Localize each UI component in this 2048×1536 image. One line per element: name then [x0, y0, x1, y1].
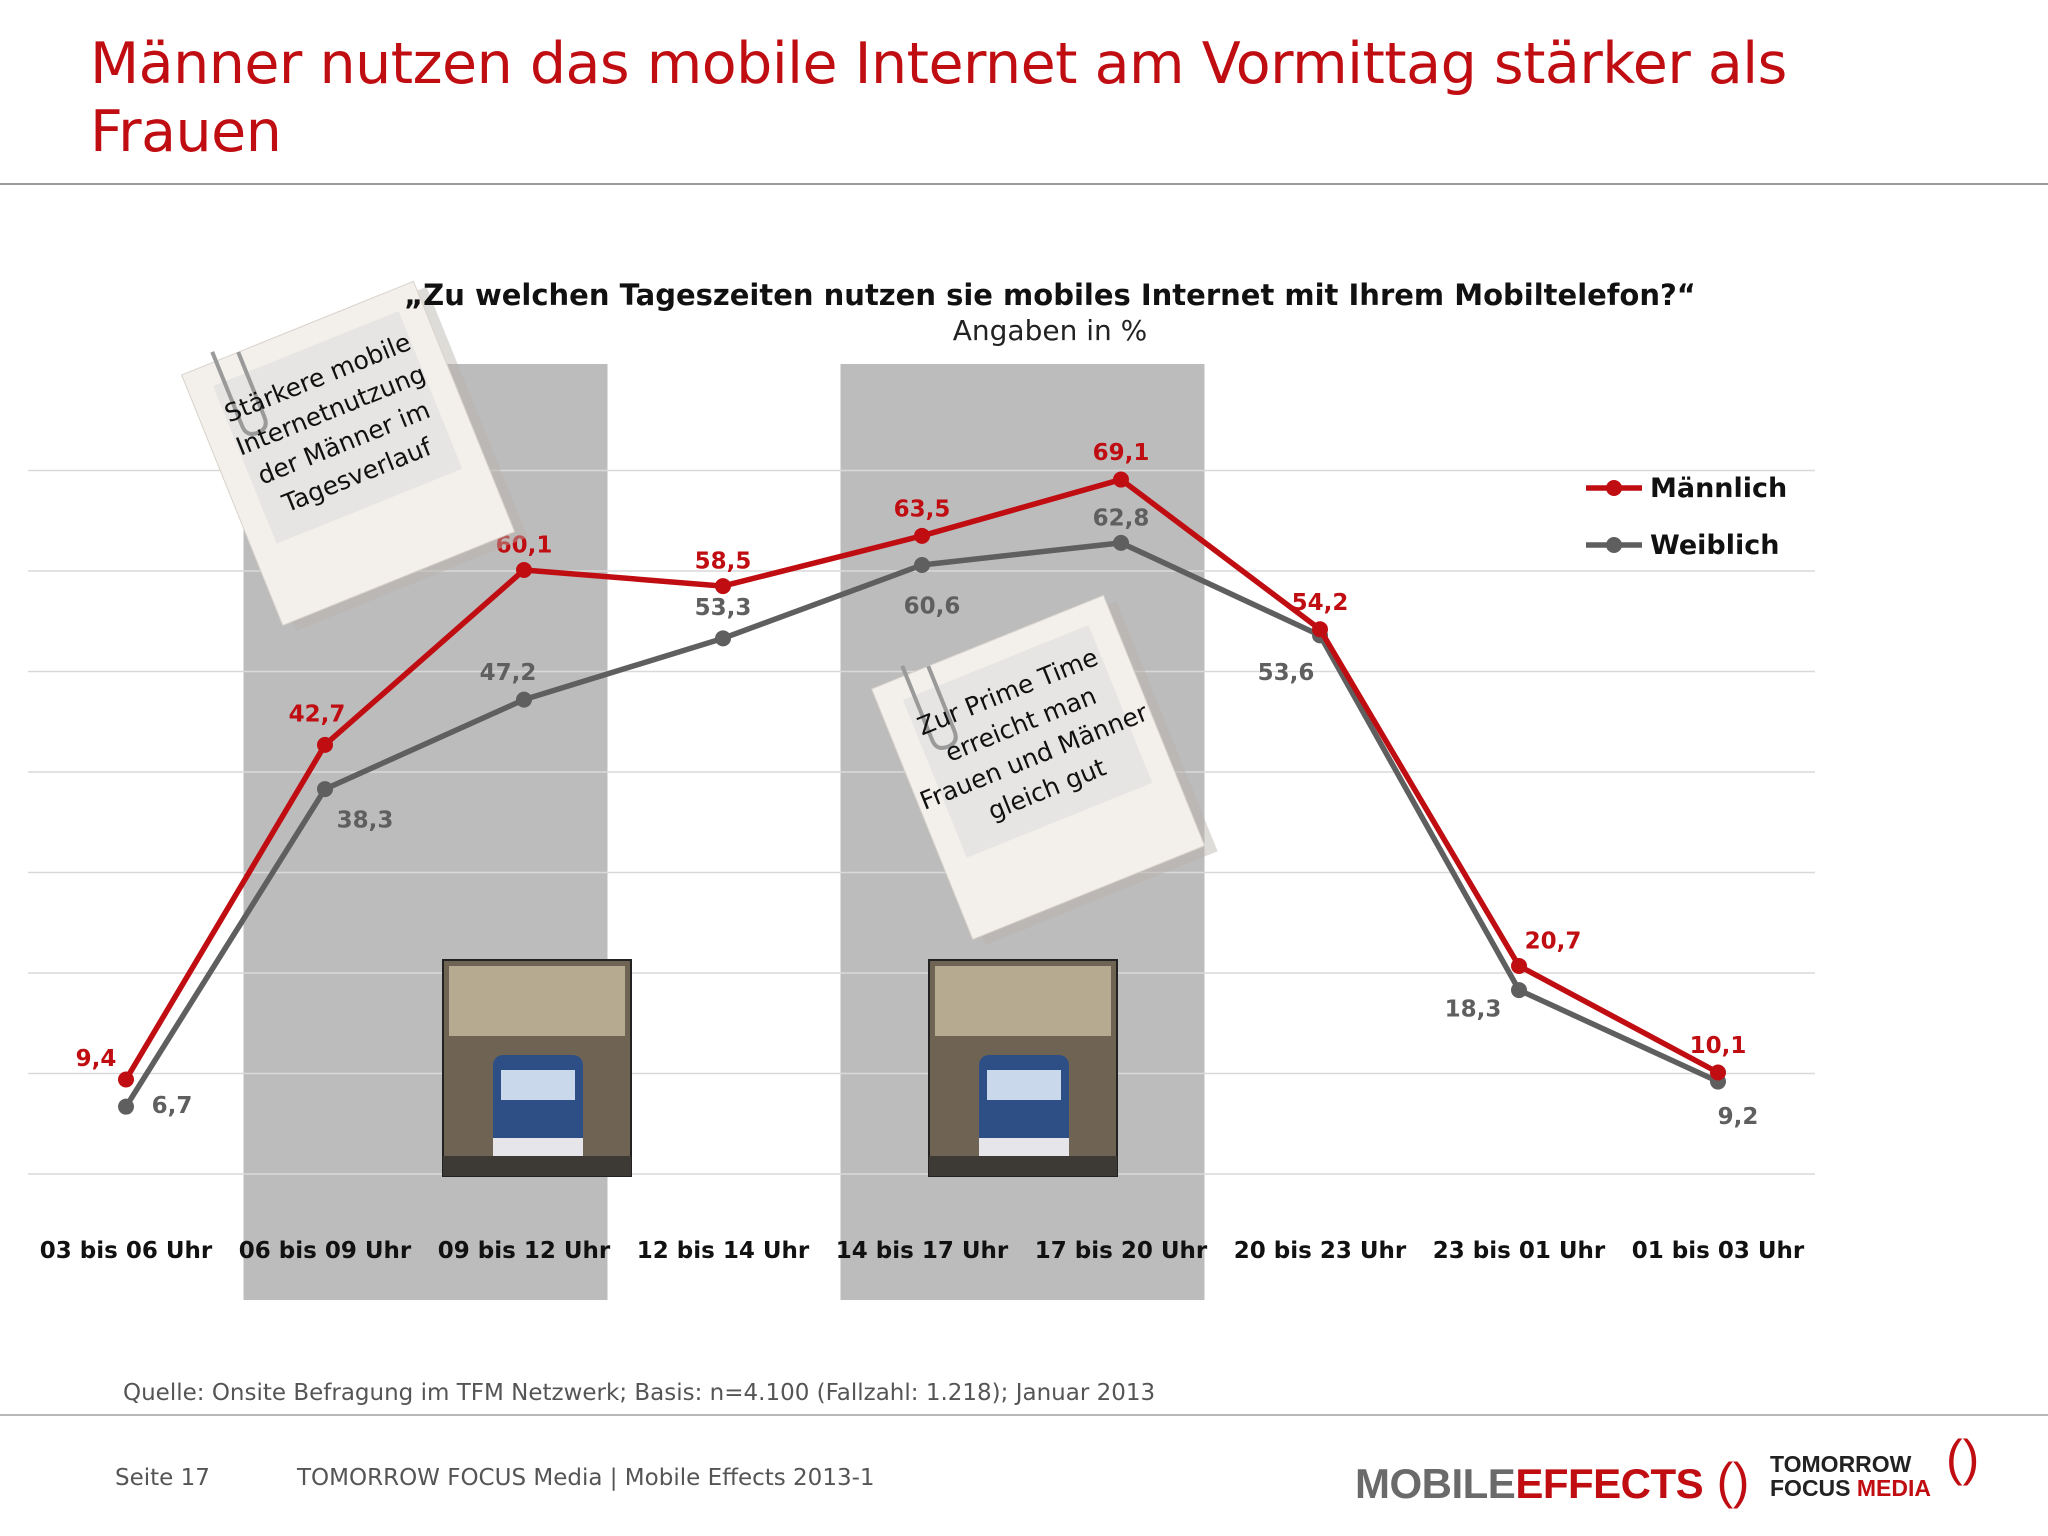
data-label: 69,1 — [1093, 440, 1150, 466]
logo-tfm-media: MEDIA — [1856, 1475, 1932, 1501]
note-window — [903, 625, 1153, 858]
data-point — [516, 691, 532, 708]
photo-tram-stripe — [979, 1138, 1069, 1156]
x-tick-label: 14 bis 17 Uhr — [836, 1238, 1009, 1264]
logo-part-mobile: MOBILE — [1355, 1460, 1516, 1507]
data-point — [1511, 957, 1527, 974]
photo-tram-window — [501, 1070, 575, 1100]
page-number: Seite 17 — [115, 1465, 210, 1491]
paperclip-icon — [900, 665, 958, 750]
data-point — [516, 561, 532, 578]
data-point — [914, 527, 930, 544]
data-label: 42,7 — [289, 701, 346, 727]
page-title: Männer nutzen das mobile Internet am Vor… — [90, 31, 1787, 165]
data-label: 20,7 — [1525, 928, 1582, 954]
tram-photo — [928, 959, 1118, 1177]
photo-buildings — [935, 966, 1111, 1036]
data-label: 60,1 — [496, 532, 553, 558]
logo-tfm-focus: FOCUS — [1770, 1475, 1851, 1501]
data-label: 9,2 — [1718, 1104, 1759, 1130]
data-label: 38,3 — [337, 808, 394, 834]
x-tick-label: 09 bis 12 Uhr — [438, 1238, 611, 1264]
x-tick-label: 20 bis 23 Uhr — [1234, 1238, 1407, 1264]
data-point — [1113, 534, 1129, 551]
x-tick-label: 23 bis 01 Uhr — [1433, 1238, 1606, 1264]
logo-bracket-icon: () — [1946, 1430, 1980, 1486]
x-tick-label: 12 bis 14 Uhr — [637, 1238, 810, 1264]
data-point — [715, 630, 731, 647]
x-tick-label: 03 bis 06 Uhr — [40, 1238, 213, 1264]
chart-title: „Zu welchen Tageszeiten nutzen sie mobil… — [404, 278, 1696, 312]
photo-street — [929, 1156, 1117, 1176]
data-label: 58,5 — [695, 549, 752, 575]
paperclip-icon — [210, 351, 268, 436]
photo-street — [443, 1156, 631, 1176]
mobile-effects-logo: MOBILEEFFECTS () — [1355, 1452, 1749, 1510]
data-point — [118, 1098, 134, 1115]
data-point — [914, 556, 930, 573]
chart-subtitle: Angaben in % — [952, 314, 1148, 347]
title-divider — [0, 183, 2048, 185]
data-label: 9,4 — [76, 1046, 117, 1072]
data-point — [715, 578, 731, 595]
logo-tfm-line1: TOMORROW — [1770, 1451, 1912, 1477]
legend-marker — [1606, 480, 1622, 496]
data-point — [1710, 1064, 1726, 1081]
legend-marker — [1606, 537, 1622, 553]
data-label: 54,2 — [1292, 590, 1349, 616]
data-label: 6,7 — [152, 1093, 193, 1119]
source-note: Quelle: Onsite Befragung im TFM Netzwerk… — [123, 1380, 1156, 1406]
photo-buildings — [449, 966, 625, 1036]
x-tick-label: 01 bis 03 Uhr — [1632, 1238, 1805, 1264]
photo-tram-window — [987, 1070, 1061, 1100]
data-label: 60,6 — [904, 593, 961, 619]
footer-divider — [0, 1414, 2048, 1416]
data-label: 53,3 — [695, 595, 752, 621]
data-point — [317, 736, 333, 753]
data-point — [317, 781, 333, 798]
data-label: 18,3 — [1445, 997, 1502, 1023]
data-point — [1113, 471, 1129, 488]
data-point — [118, 1071, 134, 1088]
note-window — [213, 311, 463, 544]
logo-bracket-icon: () — [1703, 1453, 1750, 1509]
data-point — [1312, 621, 1328, 638]
data-label: 53,6 — [1258, 660, 1315, 686]
tram-photo — [442, 959, 632, 1177]
data-label: 10,1 — [1690, 1033, 1747, 1059]
data-label: 63,5 — [894, 496, 951, 522]
footer-text: TOMORROW FOCUS Media | Mobile Effects 20… — [297, 1465, 875, 1491]
tomorrow-focus-logo: TOMORROW FOCUS MEDIA () — [1770, 1433, 1979, 1501]
photo-tram-stripe — [493, 1138, 583, 1156]
data-label: 47,2 — [480, 660, 537, 686]
legend-label: Weiblich — [1650, 530, 1779, 561]
logo-part-effects: EFFECTS — [1515, 1460, 1704, 1507]
data-point — [1511, 982, 1527, 999]
x-tick-label: 17 bis 20 Uhr — [1035, 1238, 1208, 1264]
legend-label: Männlich — [1650, 473, 1787, 504]
data-label: 62,8 — [1093, 505, 1150, 531]
line-chart: 9,4 42,7 60,1 58,5 63,5 69,1 54,2 20,7 10,1 6,7 38… — [28, 280, 1815, 1300]
x-tick-label: 06 bis 09 Uhr — [239, 1238, 412, 1264]
